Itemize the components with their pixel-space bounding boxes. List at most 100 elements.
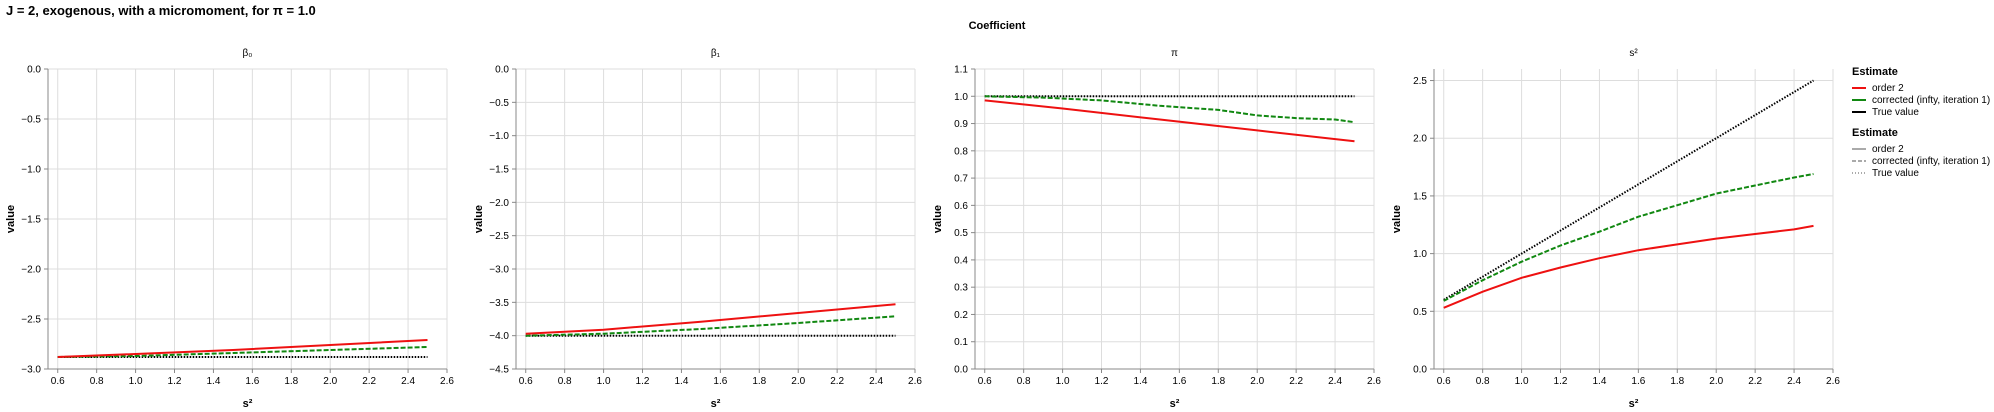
- subplot-title: π: [1171, 48, 1178, 59]
- x-tick-label: 0.6: [978, 376, 992, 387]
- x-tick-label: 1.6: [1172, 376, 1186, 387]
- subplot-title: β₁: [711, 48, 721, 59]
- x-tick-label: 0.6: [519, 376, 533, 387]
- x-tick-label: 2.6: [1367, 376, 1381, 387]
- y-tick-label: −3.0: [489, 265, 509, 276]
- y-tick-label: 0.5: [954, 228, 968, 239]
- y-tick-label: −0.5: [21, 115, 41, 126]
- y-tick-label: 0.3: [954, 283, 968, 294]
- x-tick-label: 2.2: [1748, 376, 1762, 387]
- y-tick-label: 2.0: [1413, 134, 1427, 145]
- x-tick-label: 1.2: [168, 376, 182, 387]
- x-tick-label: 1.2: [636, 376, 650, 387]
- x-axis-label: s²: [1629, 398, 1639, 410]
- legend: Estimate order 2 corrected (infty, itera…: [1852, 66, 1990, 188]
- legend-label: order 2: [1872, 143, 1904, 155]
- x-tick-label: 1.8: [1670, 376, 1684, 387]
- y-tick-label: −0.5: [489, 98, 509, 109]
- x-tick-label: 0.6: [1437, 376, 1451, 387]
- y-tick-label: 1.0: [1413, 249, 1427, 260]
- legend-item-order2-dash: order 2: [1852, 143, 1990, 155]
- x-axis-label: s²: [1170, 398, 1180, 410]
- legend-title: Estimate: [1852, 66, 1898, 78]
- y-tick-label: 2.5: [1413, 76, 1427, 87]
- x-tick-label: 1.4: [206, 376, 220, 387]
- y-tick-label: −4.0: [489, 331, 509, 342]
- x-axis-label: s²: [711, 398, 721, 410]
- x-tick-label: 2.4: [401, 376, 415, 387]
- facet-header: Coefficient: [968, 20, 1026, 32]
- y-tick-label: 0.1: [954, 337, 968, 348]
- legend-item-corrected-dash: corrected (infty, iteration 1): [1852, 155, 1990, 167]
- x-tick-label: 1.0: [1515, 376, 1529, 387]
- x-tick-label: 0.8: [1017, 376, 1031, 387]
- legend-swatch: [1852, 99, 1866, 101]
- x-tick-label: 1.8: [284, 376, 298, 387]
- x-tick-label: 2.2: [830, 376, 844, 387]
- subplot-title: β₀: [243, 48, 253, 59]
- y-tick-label: 0.7: [954, 174, 968, 185]
- y-tick-label: 0.2: [954, 310, 968, 321]
- panel-1: 0.6 0.8 1.0 1.2 1.4 1.6 1.8 2.0 2.2 2.4 2.6 0.0 −0.5…: [5, 48, 454, 410]
- x-tick-label: 1.0: [597, 376, 611, 387]
- legend-swatch: [1852, 160, 1866, 162]
- x-tick-label: 2.6: [440, 376, 454, 387]
- series-order2-line: [1443, 224, 1814, 309]
- x-tick-label: 2.2: [362, 376, 376, 387]
- series-corrected-line: [1443, 173, 1814, 302]
- legend-label: corrected (infty, iteration 1): [1872, 155, 1991, 167]
- x-tick-label: 1.8: [1211, 376, 1225, 387]
- y-tick-label: −2.0: [489, 198, 509, 209]
- legend-color-group: Estimate order 2 corrected (infty, itera…: [1852, 66, 1990, 118]
- panel-2: 0.6 0.8 1.0 1.2 1.4 1.6 1.8 2.0 2.2 2.4 2.6 0.0 −0.5…: [473, 48, 922, 410]
- x-tick-label: 1.2: [1095, 376, 1109, 387]
- y-axis-label: value: [473, 205, 485, 233]
- x-tick-label: 1.6: [713, 376, 727, 387]
- x-tick-label: 2.4: [1328, 376, 1342, 387]
- x-tick-label: 0.8: [1476, 376, 1490, 387]
- x-tick-label: 0.8: [90, 376, 104, 387]
- x-tick-label: 1.4: [1592, 376, 1606, 387]
- y-tick-label: 0.9: [954, 119, 968, 130]
- legend-item-true-color: True value: [1852, 106, 1990, 118]
- y-tick-label: 0.0: [1413, 365, 1427, 376]
- legend-item-order2-color: order 2: [1852, 82, 1990, 94]
- series-true-value-line: [1443, 79, 1815, 301]
- x-tick-label: 1.4: [1133, 376, 1147, 387]
- y-tick-label: 0.0: [954, 365, 968, 376]
- y-tick-label: −4.5: [489, 365, 509, 376]
- y-tick-label: −2.5: [489, 231, 509, 242]
- legend-swatch: [1852, 111, 1866, 113]
- y-tick-label: 0.4: [954, 255, 968, 266]
- legend-label: corrected (infty, iteration 1): [1872, 94, 1991, 106]
- series-order2-line: [57, 339, 428, 358]
- figure-title: J = 2, exogenous, with a micromoment, fo…: [6, 3, 316, 18]
- x-tick-label: 1.4: [674, 376, 688, 387]
- y-tick-label: −2.5: [21, 315, 41, 326]
- y-tick-label: 1.5: [1413, 191, 1427, 202]
- y-tick-label: −1.5: [489, 165, 509, 176]
- y-axis-label: value: [1391, 205, 1403, 233]
- y-tick-label: −3.0: [21, 365, 41, 376]
- y-axis-label: value: [5, 205, 17, 233]
- y-tick-label: −2.0: [21, 265, 41, 276]
- x-tick-label: 1.8: [752, 376, 766, 387]
- y-tick-label: −3.5: [489, 298, 509, 309]
- y-tick-label: 0.8: [954, 146, 968, 157]
- y-tick-label: 0.6: [954, 201, 968, 212]
- legend-swatch: [1852, 148, 1866, 150]
- x-tick-label: 2.2: [1289, 376, 1303, 387]
- legend-item-corrected-color: corrected (infty, iteration 1): [1852, 94, 1990, 106]
- y-tick-label: 0.0: [27, 65, 41, 76]
- x-tick-label: 1.0: [1056, 376, 1070, 387]
- x-tick-label: 2.0: [323, 376, 337, 387]
- x-tick-label: 2.6: [1826, 376, 1840, 387]
- series-corrected-line: [984, 95, 1355, 124]
- series-order2-line: [984, 99, 1355, 143]
- x-tick-label: 2.4: [869, 376, 883, 387]
- series-corrected-line: [525, 315, 896, 337]
- x-tick-label: 2.0: [1709, 376, 1723, 387]
- y-tick-label: 1.1: [954, 65, 968, 76]
- y-tick-label: −1.5: [21, 215, 41, 226]
